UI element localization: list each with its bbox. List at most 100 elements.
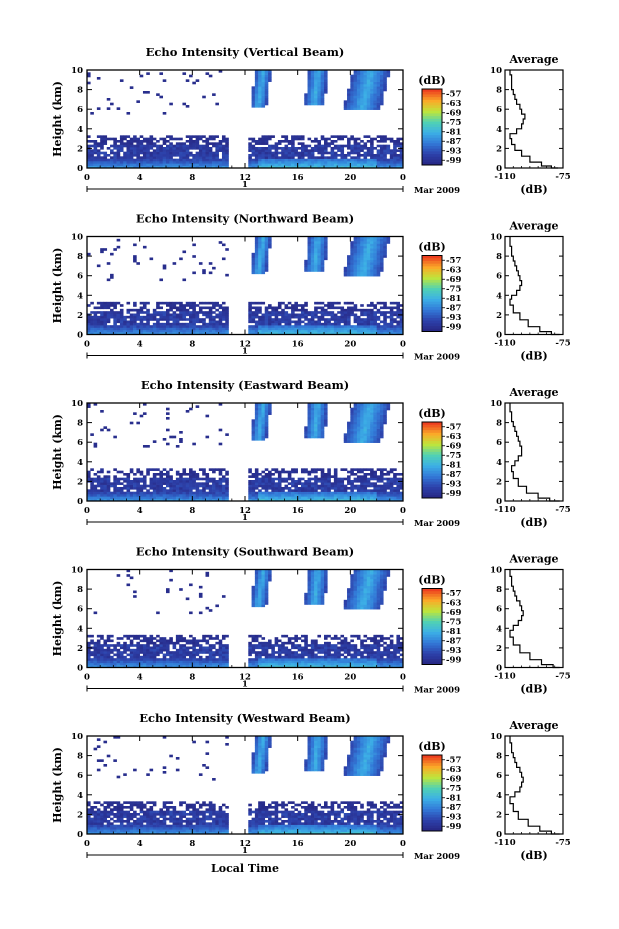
- heatmap-cell: [133, 660, 137, 664]
- heatmap-cell: [116, 498, 121, 502]
- heatmap-cell: [185, 158, 190, 162]
- heatmap-cell: [225, 318, 229, 321]
- heatmap-cell: [202, 327, 206, 331]
- heatmap-cell: [179, 477, 183, 481]
- heatmap-cell: [294, 482, 298, 485]
- heatmap-cell: [314, 311, 318, 314]
- heatmap-cell: [152, 163, 157, 166]
- heatmap-cell: [399, 163, 404, 166]
- heatmap-cell: [314, 431, 318, 434]
- heatmap-cell: [353, 414, 358, 418]
- heatmap-cell: [314, 255, 318, 258]
- heatmap-cell: [169, 165, 173, 169]
- heatmap-cell: [376, 329, 381, 333]
- heatmap-cell: [314, 315, 318, 319]
- heatmap-cell: [251, 438, 256, 441]
- heatmap-cell: [366, 304, 371, 307]
- heatmap-cell: [258, 484, 262, 488]
- heatmap-cell: [205, 313, 210, 317]
- colorbar-segment: [422, 255, 442, 259]
- heatmap-cell: [136, 655, 140, 659]
- heatmap-cell: [106, 315, 111, 319]
- heatmap-cell: [281, 313, 285, 317]
- heatmap-cell: [353, 79, 358, 82]
- heatmap-cell: [383, 163, 387, 166]
- heatmap-cell: [353, 163, 358, 166]
- average-y-tick-label: 2: [496, 311, 502, 321]
- heatmap-cell: [258, 91, 262, 94]
- heatmap-cell: [103, 304, 108, 307]
- heatmap-cell: [363, 482, 368, 485]
- heatmap-cell: [96, 665, 101, 668]
- heatmap-cell: [350, 158, 354, 162]
- heatmap-cell: [264, 482, 269, 485]
- heatmap-cell: [281, 325, 285, 328]
- heatmap-cell: [366, 135, 371, 138]
- heatmap-cell: [172, 137, 177, 141]
- heatmap-cell: [103, 248, 108, 251]
- heatmap-cell: [310, 403, 315, 406]
- heatmap-cell: [156, 660, 160, 664]
- heatmap-cell: [393, 156, 397, 159]
- heatmap-cell: [254, 482, 259, 485]
- heatmap-cell: [208, 154, 213, 157]
- heatmap-cell: [333, 327, 338, 331]
- heatmap-cell: [314, 421, 318, 425]
- heatmap-cell: [314, 250, 318, 254]
- heatmap-cell: [268, 473, 272, 476]
- heatmap-cell: [281, 489, 285, 492]
- heatmap-cell: [96, 311, 101, 314]
- heatmap-cell: [198, 151, 203, 155]
- heatmap-cell: [320, 241, 325, 244]
- heatmap-cell: [360, 332, 364, 335]
- heatmap-cell: [93, 489, 98, 492]
- heatmap-cell: [119, 137, 124, 141]
- heatmap-cell: [393, 158, 397, 162]
- heatmap-cell: [152, 665, 157, 668]
- heatmap-cell: [166, 308, 170, 312]
- heatmap-cell: [96, 660, 101, 664]
- heatmap-cell: [284, 325, 289, 328]
- heatmap-cell: [350, 496, 354, 499]
- heatmap-cell: [172, 332, 177, 335]
- heatmap-cell: [310, 491, 315, 495]
- heatmap-cell: [340, 151, 345, 155]
- heatmap-cell: [366, 322, 371, 326]
- heatmap-cell: [373, 255, 377, 258]
- heatmap-cell: [142, 329, 147, 333]
- y-tick-label: 8: [77, 419, 83, 429]
- heatmap-cell: [379, 95, 384, 99]
- heatmap-cell: [100, 250, 104, 254]
- heatmap-cell: [284, 320, 289, 324]
- heatmap-cell: [314, 306, 318, 310]
- heatmap-cell: [353, 271, 358, 275]
- heatmap-cell: [350, 93, 354, 96]
- heatmap-cell: [327, 477, 331, 481]
- heatmap-cell: [396, 489, 401, 492]
- heatmap-cell: [146, 445, 150, 448]
- heatmap-cell: [93, 496, 98, 499]
- heatmap-cell: [350, 435, 354, 439]
- heatmap-cell: [376, 301, 381, 305]
- heatmap-cell: [389, 484, 394, 488]
- heatmap-cell: [366, 271, 371, 275]
- heatmap-cell: [106, 637, 111, 640]
- heatmap-cell: [264, 327, 269, 331]
- colorbar-segment: [422, 129, 442, 133]
- heatmap-cell: [221, 151, 226, 155]
- heatmap-cell: [156, 306, 160, 310]
- heatmap-cell: [254, 236, 259, 240]
- heatmap-cell: [343, 320, 348, 324]
- heatmap-cell: [248, 484, 252, 488]
- heatmap-cell: [393, 494, 397, 497]
- heatmap-cell: [399, 482, 404, 485]
- heatmap-cell: [360, 431, 364, 434]
- heatmap-cell: [314, 496, 318, 499]
- heatmap-cell: [189, 306, 193, 310]
- heatmap-cell: [113, 151, 117, 155]
- heatmap-cell: [320, 161, 325, 164]
- heatmap-cell: [103, 142, 108, 145]
- heatmap-cell: [307, 412, 312, 415]
- heatmap-cell: [149, 332, 154, 335]
- heatmap-cell: [261, 477, 266, 481]
